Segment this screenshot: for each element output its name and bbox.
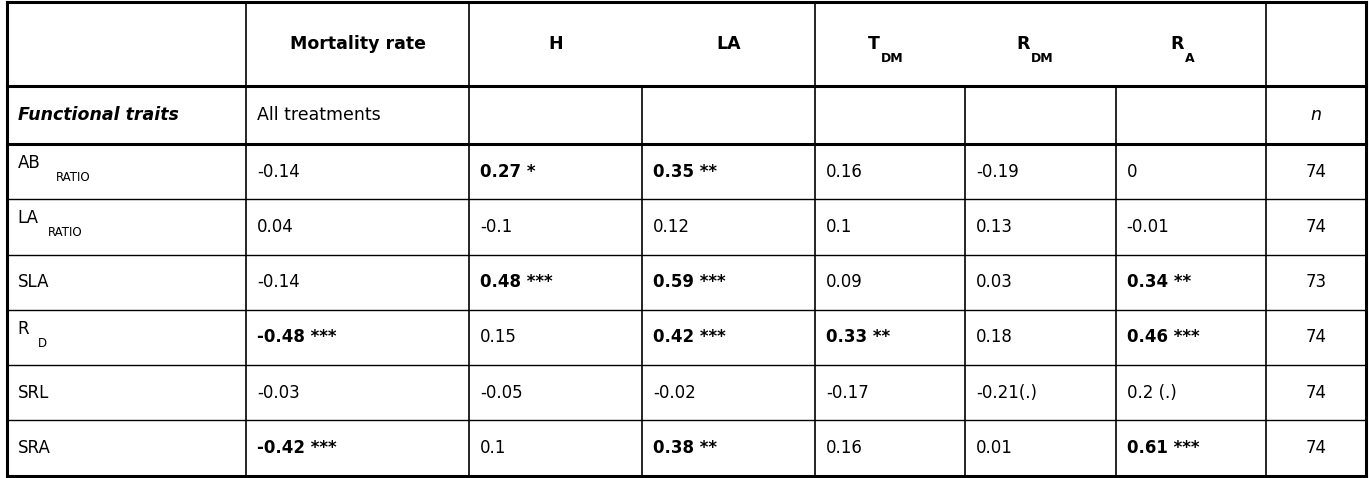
- Text: A: A: [1186, 52, 1195, 65]
- Text: R: R: [1016, 35, 1029, 54]
- Text: 0.16: 0.16: [826, 163, 862, 181]
- Text: -0.19: -0.19: [976, 163, 1019, 181]
- Text: 0.16: 0.16: [826, 439, 862, 457]
- Text: Mortality rate: Mortality rate: [290, 35, 426, 54]
- Text: -0.01: -0.01: [1127, 218, 1169, 236]
- Text: n: n: [1310, 106, 1321, 124]
- Text: LA: LA: [716, 35, 741, 54]
- Text: 0.1: 0.1: [481, 439, 507, 457]
- Text: AB: AB: [18, 154, 41, 172]
- Text: -0.48 ***: -0.48 ***: [257, 328, 337, 347]
- Text: LA: LA: [18, 209, 38, 228]
- Text: 74: 74: [1306, 218, 1327, 236]
- Text: SRA: SRA: [18, 439, 51, 457]
- Text: All treatments: All treatments: [257, 106, 381, 124]
- Text: 0.33 **: 0.33 **: [826, 328, 890, 347]
- Text: 74: 74: [1306, 163, 1327, 181]
- Text: 0.46 ***: 0.46 ***: [1127, 328, 1199, 347]
- Text: 0.59 ***: 0.59 ***: [653, 273, 726, 291]
- Text: -0.14: -0.14: [257, 163, 300, 181]
- Text: 0.1: 0.1: [826, 218, 853, 236]
- Text: 0: 0: [1127, 163, 1138, 181]
- Text: 74: 74: [1306, 328, 1327, 347]
- Text: 0.27 *: 0.27 *: [481, 163, 535, 181]
- Text: 0.13: 0.13: [976, 218, 1013, 236]
- Text: SLA: SLA: [18, 273, 49, 291]
- Text: -0.02: -0.02: [653, 384, 695, 402]
- Text: 0.18: 0.18: [976, 328, 1013, 347]
- Text: 0.01: 0.01: [976, 439, 1013, 457]
- Text: 0.15: 0.15: [481, 328, 517, 347]
- Text: 0.09: 0.09: [826, 273, 862, 291]
- Text: 0.42 ***: 0.42 ***: [653, 328, 726, 347]
- Text: 0.61 ***: 0.61 ***: [1127, 439, 1199, 457]
- Text: -0.05: -0.05: [481, 384, 523, 402]
- Text: RATIO: RATIO: [48, 226, 82, 239]
- Text: -0.1: -0.1: [481, 218, 512, 236]
- Text: 0.04: 0.04: [257, 218, 294, 236]
- Text: -0.14: -0.14: [257, 273, 300, 291]
- Text: DM: DM: [880, 52, 904, 65]
- Text: 74: 74: [1306, 439, 1327, 457]
- Text: 0.38 **: 0.38 **: [653, 439, 717, 457]
- Text: 0.12: 0.12: [653, 218, 690, 236]
- Text: R: R: [18, 320, 29, 338]
- Text: D: D: [38, 337, 48, 350]
- Text: 0.35 **: 0.35 **: [653, 163, 717, 181]
- Text: 0.2 (.): 0.2 (.): [1127, 384, 1176, 402]
- Text: SRL: SRL: [18, 384, 49, 402]
- Text: -0.17: -0.17: [826, 384, 869, 402]
- Text: R: R: [1170, 35, 1184, 54]
- Text: -0.42 ***: -0.42 ***: [257, 439, 337, 457]
- Text: 0.03: 0.03: [976, 273, 1013, 291]
- Text: 0.48 ***: 0.48 ***: [481, 273, 553, 291]
- Text: Functional traits: Functional traits: [18, 106, 179, 124]
- Text: H: H: [549, 35, 563, 54]
- Text: -0.03: -0.03: [257, 384, 300, 402]
- Text: RATIO: RATIO: [56, 171, 90, 184]
- Text: 73: 73: [1306, 273, 1327, 291]
- Text: -0.21(.): -0.21(.): [976, 384, 1038, 402]
- Text: 74: 74: [1306, 384, 1327, 402]
- Text: DM: DM: [1031, 52, 1054, 65]
- Text: T: T: [868, 35, 879, 54]
- Text: 0.34 **: 0.34 **: [1127, 273, 1191, 291]
